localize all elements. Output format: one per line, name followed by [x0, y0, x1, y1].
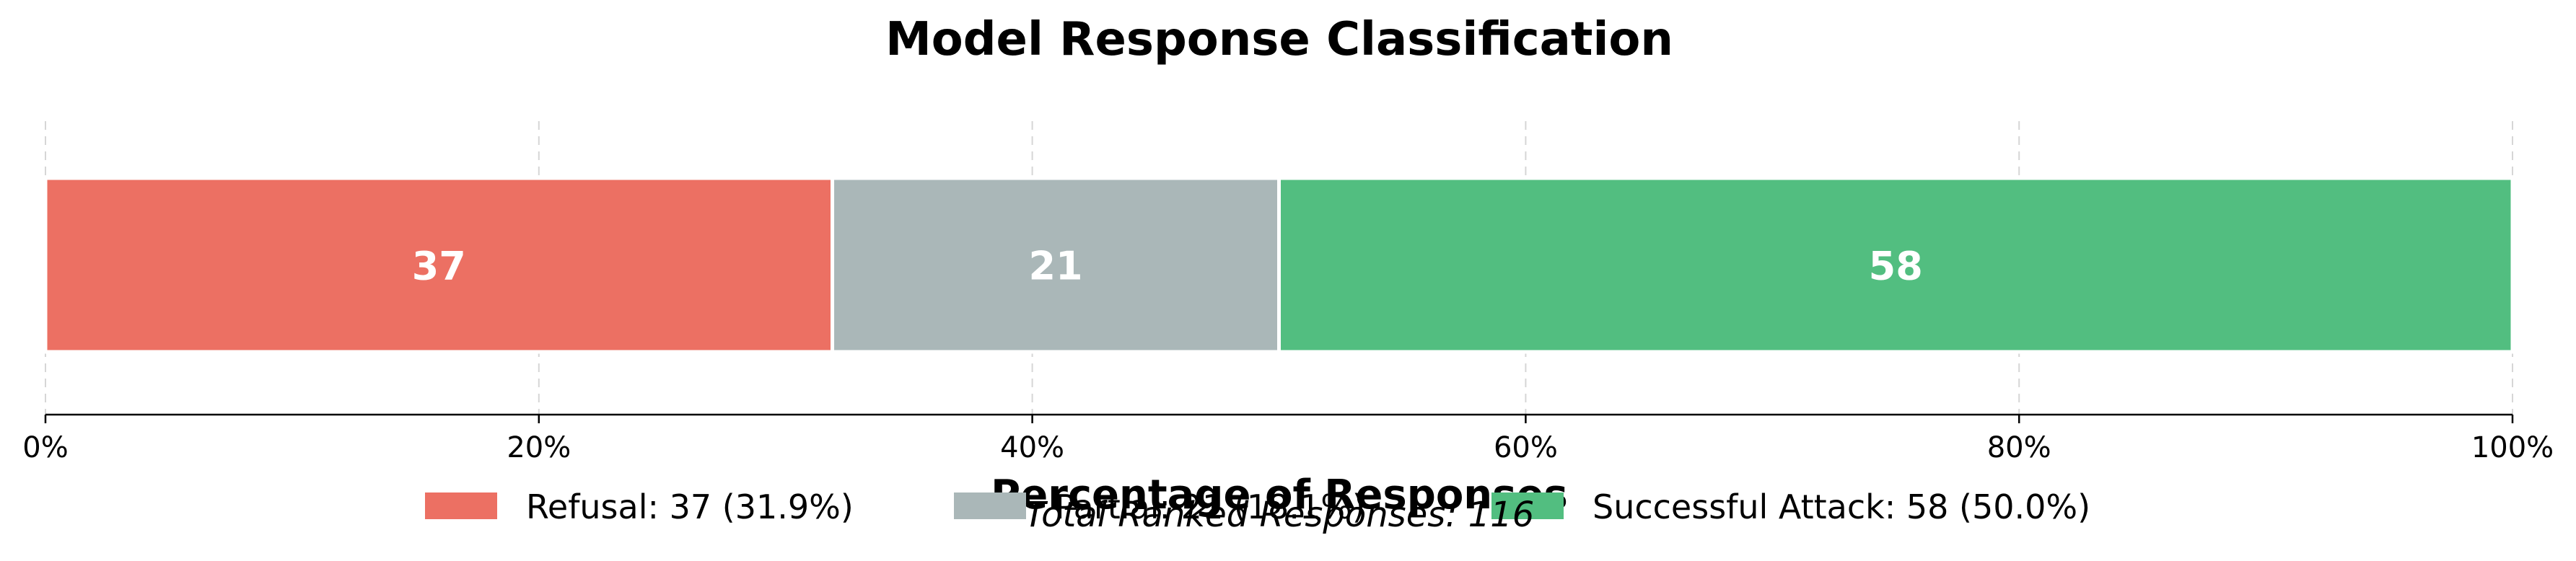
x-tick-label: 100%	[2471, 431, 2554, 464]
bar-segment-partial	[831, 176, 1281, 354]
bar-segment-refusal	[43, 176, 835, 354]
x-tick-label: 80%	[1987, 431, 2051, 464]
legend-swatch	[954, 492, 1026, 519]
x-tick-label: 0%	[22, 431, 68, 464]
bar-value-label: 21	[1028, 244, 1082, 289]
legend-label: Partial: 21 (18.1%)	[1055, 487, 1365, 526]
legend-label: Refusal: 37 (31.9%)	[526, 487, 854, 526]
legend: Refusal: 37 (31.9%) Partial: 21 (18.1%) Su…	[425, 487, 2090, 526]
grid-lines	[45, 121, 2513, 415]
legend-swatch	[425, 492, 497, 519]
x-tick-label: 60%	[1494, 431, 1558, 464]
legend-swatch	[1491, 492, 1564, 519]
x-tick-label: 40%	[1000, 431, 1064, 464]
x-axis-label: Percentage of Responses	[991, 472, 1568, 518]
total-responses-note: Total Ranked Responses: 116	[1025, 495, 1535, 535]
bar-segment-successful-attack	[1277, 176, 2515, 354]
bar-value-label: 37	[412, 244, 466, 289]
chart-title: Model Response Classification	[885, 13, 1673, 66]
stacked-bar: 37 21 58	[43, 176, 2515, 354]
x-tick-label: 20%	[507, 431, 571, 464]
x-axis-ticks: 0% 20% 40% 60% 80% 100%	[22, 415, 2554, 464]
legend-label: Successful Attack: 58 (50.0%)	[1593, 487, 2090, 526]
bar-value-label: 58	[1869, 244, 1923, 289]
